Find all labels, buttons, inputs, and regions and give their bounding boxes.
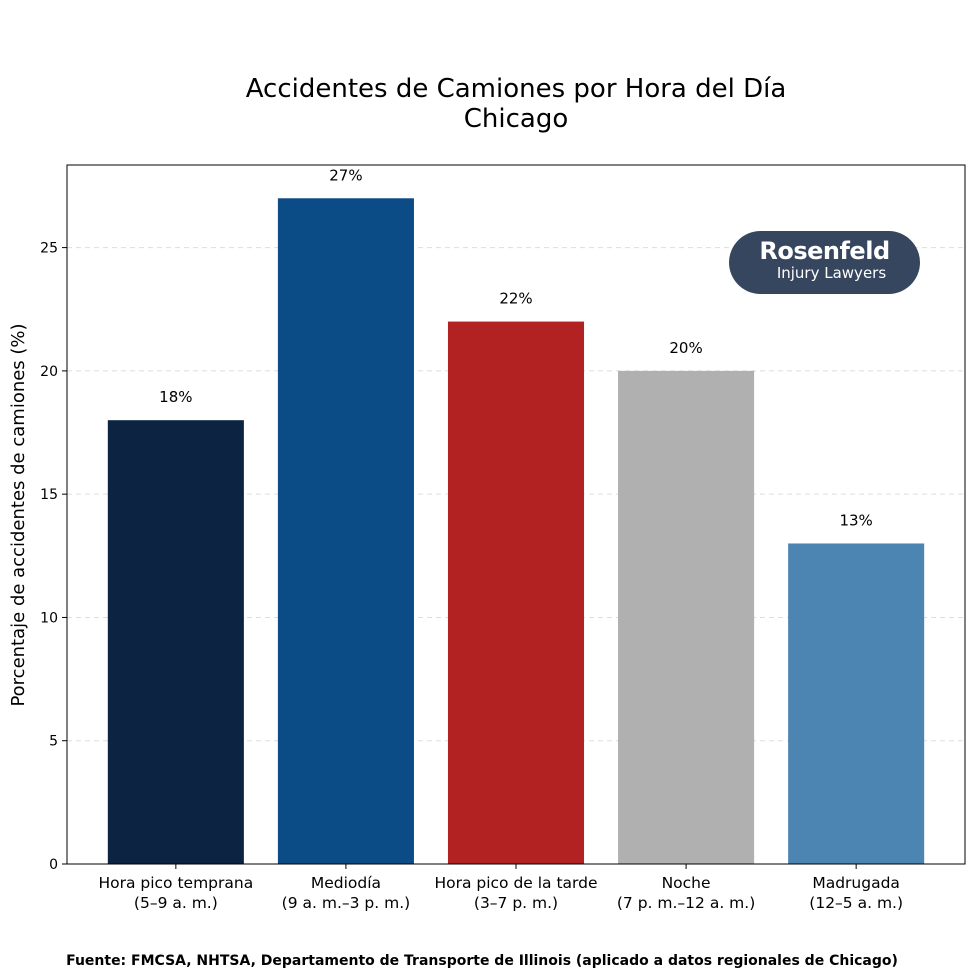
data-label: 18% xyxy=(159,388,192,406)
data-label: 13% xyxy=(839,511,872,529)
y-axis-label: Porcentaje de accidentes de camiones (%) xyxy=(8,323,29,706)
x-tick-sublabel: (5–9 a. m.) xyxy=(134,894,218,912)
chart-subtitle: Chicago xyxy=(464,104,569,134)
chart-title: Accidentes de Camiones por Hora del Día xyxy=(246,74,787,104)
x-tick-sublabel: (12–5 a. m.) xyxy=(809,894,903,912)
bar-2 xyxy=(447,321,585,864)
y-tick-label: 15 xyxy=(40,487,58,503)
y-tick-label: 10 xyxy=(40,610,58,626)
x-tick-sublabel: (9 a. m.–3 p. m.) xyxy=(282,894,411,912)
rosenfeld-logo: Rosenfeld Injury Lawyers xyxy=(729,231,920,294)
y-tick-label: 20 xyxy=(40,364,58,380)
logo-line2: Injury Lawyers xyxy=(776,264,887,282)
y-tick-label: 0 xyxy=(49,857,58,873)
x-tick-label: Madrugada xyxy=(812,874,900,892)
bar-0 xyxy=(107,420,244,864)
x-tick-sublabel: (3–7 p. m.) xyxy=(474,894,558,912)
bar-4 xyxy=(788,543,925,864)
bar-1 xyxy=(277,198,414,865)
y-tick-label: 5 xyxy=(49,734,58,750)
y-tick-label: 25 xyxy=(40,241,58,257)
data-label: 27% xyxy=(329,166,362,184)
x-tick-label: Noche xyxy=(662,874,711,892)
footer-source: Fuente: FMCSA, NHTSA, Departamento de Tr… xyxy=(66,953,898,969)
data-label: 20% xyxy=(669,339,702,357)
x-tick-label: Mediodía xyxy=(311,874,381,892)
data-label: 22% xyxy=(499,290,532,308)
bar-3 xyxy=(618,370,755,864)
x-tick-label: Hora pico de la tarde xyxy=(434,874,597,892)
x-tick-label: Hora pico temprana xyxy=(98,874,253,892)
logo-line1: Rosenfeld xyxy=(759,237,890,265)
x-tick-sublabel: (7 p. m.–12 a. m.) xyxy=(617,894,755,912)
